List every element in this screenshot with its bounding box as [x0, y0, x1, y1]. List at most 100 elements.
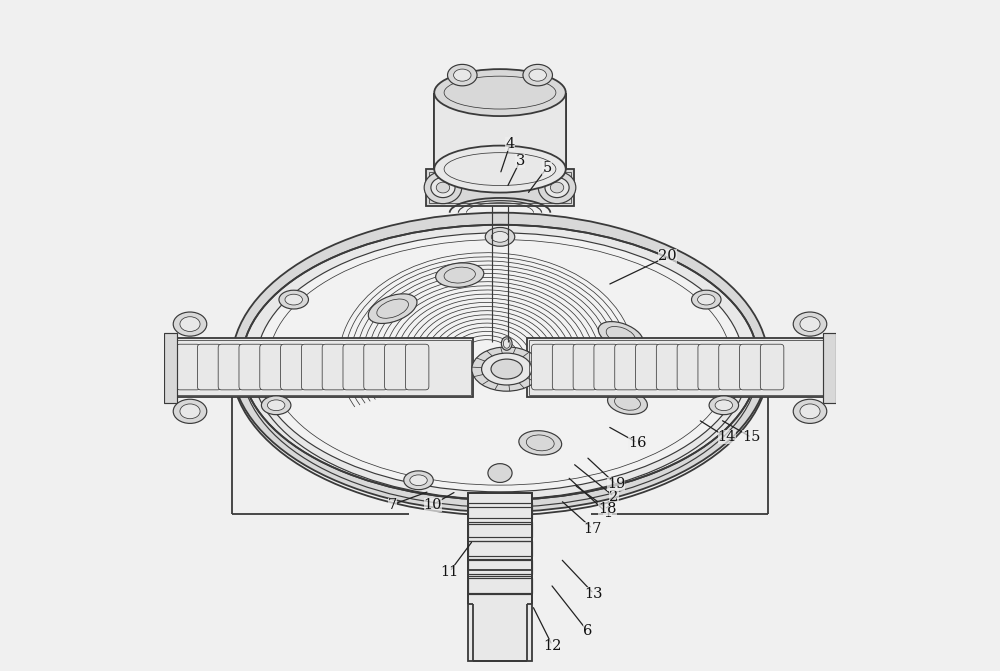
- Ellipse shape: [404, 471, 433, 490]
- Text: 19: 19: [607, 478, 625, 491]
- Ellipse shape: [256, 233, 744, 492]
- Bar: [468, 578, 532, 593]
- FancyBboxPatch shape: [719, 344, 742, 390]
- Text: 18: 18: [598, 502, 617, 515]
- FancyBboxPatch shape: [405, 344, 429, 390]
- Ellipse shape: [472, 347, 542, 391]
- Ellipse shape: [482, 353, 532, 385]
- Ellipse shape: [267, 400, 285, 411]
- Ellipse shape: [173, 399, 207, 423]
- Ellipse shape: [501, 337, 512, 350]
- Bar: [168, 338, 473, 397]
- FancyBboxPatch shape: [218, 344, 242, 390]
- Ellipse shape: [434, 146, 566, 193]
- FancyBboxPatch shape: [656, 344, 680, 390]
- Ellipse shape: [709, 396, 739, 415]
- Ellipse shape: [448, 64, 477, 86]
- Text: 11: 11: [441, 565, 459, 578]
- Bar: [529, 340, 830, 395]
- Bar: [468, 503, 532, 518]
- FancyBboxPatch shape: [594, 344, 617, 390]
- Ellipse shape: [232, 213, 768, 512]
- FancyBboxPatch shape: [760, 344, 784, 390]
- Bar: [468, 560, 532, 574]
- Ellipse shape: [550, 183, 564, 193]
- Ellipse shape: [538, 172, 576, 204]
- Ellipse shape: [485, 227, 515, 246]
- FancyBboxPatch shape: [322, 344, 346, 390]
- FancyBboxPatch shape: [740, 344, 763, 390]
- Ellipse shape: [242, 225, 758, 500]
- FancyBboxPatch shape: [260, 344, 283, 390]
- Ellipse shape: [180, 317, 200, 331]
- Ellipse shape: [279, 290, 308, 309]
- Bar: [426, 169, 574, 206]
- FancyBboxPatch shape: [532, 344, 555, 390]
- Bar: [527, 338, 832, 397]
- FancyBboxPatch shape: [177, 344, 200, 390]
- Text: 5: 5: [542, 161, 552, 174]
- FancyBboxPatch shape: [197, 344, 221, 390]
- Bar: [429, 172, 571, 203]
- FancyBboxPatch shape: [343, 344, 366, 390]
- Ellipse shape: [173, 312, 207, 336]
- Ellipse shape: [800, 404, 820, 419]
- Bar: [468, 493, 532, 661]
- Ellipse shape: [491, 359, 522, 379]
- FancyBboxPatch shape: [636, 344, 659, 390]
- FancyBboxPatch shape: [239, 344, 262, 390]
- Bar: [823, 333, 836, 403]
- Ellipse shape: [598, 321, 643, 350]
- FancyBboxPatch shape: [281, 344, 304, 390]
- Text: 16: 16: [628, 436, 647, 450]
- Text: 13: 13: [585, 587, 603, 601]
- Polygon shape: [434, 93, 566, 169]
- Ellipse shape: [523, 64, 552, 86]
- Ellipse shape: [424, 172, 462, 204]
- FancyBboxPatch shape: [364, 344, 387, 390]
- FancyBboxPatch shape: [573, 344, 597, 390]
- Text: 12: 12: [543, 639, 562, 652]
- Text: 3: 3: [515, 154, 525, 168]
- Text: 4: 4: [505, 138, 515, 151]
- Ellipse shape: [180, 404, 200, 419]
- Ellipse shape: [793, 312, 827, 336]
- Text: 10: 10: [424, 498, 442, 511]
- FancyBboxPatch shape: [385, 344, 408, 390]
- Ellipse shape: [261, 396, 291, 415]
- Bar: [164, 333, 177, 403]
- Text: 14: 14: [718, 431, 736, 444]
- FancyBboxPatch shape: [677, 344, 701, 390]
- Ellipse shape: [434, 69, 566, 116]
- Text: 7: 7: [388, 498, 397, 511]
- Bar: [468, 493, 532, 570]
- Ellipse shape: [368, 294, 417, 323]
- Ellipse shape: [800, 317, 820, 331]
- FancyBboxPatch shape: [301, 344, 325, 390]
- Text: 17: 17: [583, 522, 602, 535]
- FancyBboxPatch shape: [552, 344, 576, 390]
- FancyBboxPatch shape: [698, 344, 721, 390]
- Ellipse shape: [436, 263, 484, 287]
- Ellipse shape: [454, 69, 471, 81]
- Ellipse shape: [519, 431, 562, 455]
- Bar: [170, 340, 471, 395]
- Bar: [468, 541, 532, 556]
- Ellipse shape: [285, 294, 302, 305]
- Bar: [468, 522, 532, 537]
- Text: 6: 6: [583, 624, 592, 637]
- Ellipse shape: [715, 400, 733, 411]
- Ellipse shape: [488, 464, 512, 482]
- Ellipse shape: [529, 69, 546, 81]
- FancyBboxPatch shape: [615, 344, 638, 390]
- Ellipse shape: [545, 178, 569, 197]
- Ellipse shape: [436, 183, 450, 193]
- Ellipse shape: [503, 339, 510, 348]
- Ellipse shape: [692, 290, 721, 309]
- Text: 1: 1: [603, 507, 612, 520]
- Ellipse shape: [698, 294, 715, 305]
- Ellipse shape: [410, 475, 427, 486]
- Ellipse shape: [431, 178, 455, 197]
- Ellipse shape: [793, 399, 827, 423]
- Ellipse shape: [608, 391, 647, 415]
